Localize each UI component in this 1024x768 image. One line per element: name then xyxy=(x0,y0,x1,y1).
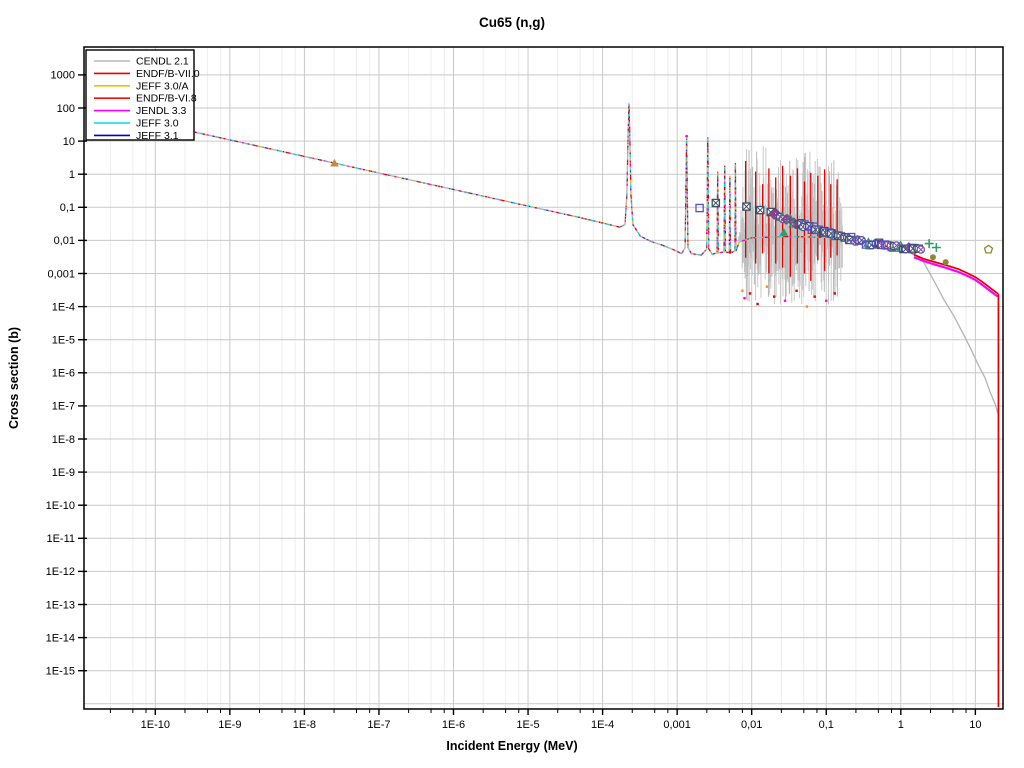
evaluation-dot xyxy=(813,295,816,298)
marker-square-open xyxy=(695,203,704,213)
legend-item-label: JENDL 3.3 xyxy=(136,105,187,117)
marker-triangle-filled xyxy=(779,228,789,236)
legend-item: ENDF/B-VII.0 xyxy=(94,68,200,80)
y-tick-label: 0,1 xyxy=(60,202,75,214)
y-tick-label: 1E-10 xyxy=(46,500,75,512)
y-tick-label: 0,01 xyxy=(54,235,75,247)
evaluation-dot xyxy=(772,295,776,298)
curve-cendl-tail xyxy=(917,256,1000,417)
y-tick-label: 1E-4 xyxy=(52,301,75,313)
legend-item-label: ENDF/B-VI.8 xyxy=(136,93,197,105)
x-tick-label: 1E-10 xyxy=(141,719,170,731)
curve-evaluation-dashes xyxy=(83,103,924,260)
evaluation-dot xyxy=(741,289,744,293)
marker-pentagon-open xyxy=(983,244,994,254)
y-tick-label: 1E-11 xyxy=(46,533,75,545)
curve-evaluation-dashes xyxy=(83,103,924,260)
marker-square-x-cross xyxy=(756,206,765,215)
marker-diamond-x xyxy=(768,209,780,220)
evaluation-dot xyxy=(765,285,769,288)
axis-tick-labels: 1E-10 1E-9 1E-8 1E-7 1E-6 1E-5 1E-4 0,001 0,01 0,… xyxy=(46,70,982,731)
y-tick-label: 1E-5 xyxy=(52,335,75,347)
curve-evaluation-dashes xyxy=(83,103,924,260)
evaluation-dot xyxy=(825,299,828,302)
page-title: Cu65 (n,g) xyxy=(479,15,545,30)
x-tick-label: 1E-9 xyxy=(218,719,241,731)
y-tick-label: 1000 xyxy=(51,70,75,82)
x-tick-label: 1E-7 xyxy=(367,719,390,731)
marker-square-x-cross xyxy=(742,202,751,211)
legend-item-label: JEFF 3.0/A xyxy=(136,80,189,92)
legend-item: ENDF/B-VI.8 xyxy=(94,93,197,105)
legend-item-label: ENDF/B-VII.0 xyxy=(136,68,200,80)
y-tick-label: 1E-15 xyxy=(46,666,75,678)
y-axis-title: Cross section (b) xyxy=(7,327,21,429)
legend-item: JEFF 3.0 xyxy=(94,118,179,130)
legend-item: JEFF 3.0/A xyxy=(94,80,189,92)
evaluation-dot xyxy=(833,292,836,295)
legend-item: JEFF 3.1 xyxy=(94,130,179,142)
x-tick-label: 1E-6 xyxy=(442,719,465,731)
y-tick-label: 1E-13 xyxy=(46,599,75,611)
x-tick-label: 0,001 xyxy=(663,719,691,731)
y-tick-label: 10 xyxy=(63,136,75,148)
y-tick-label: 1E-12 xyxy=(46,566,75,578)
curve-jendl-tail xyxy=(913,256,999,298)
y-tick-label: 1E-6 xyxy=(52,368,75,380)
y-tick-label: 100 xyxy=(57,103,75,115)
evaluation-dot xyxy=(795,289,798,293)
x-tick-label: 0,1 xyxy=(819,719,834,731)
x-tick-label: 1E-8 xyxy=(293,719,316,731)
legend-item: JENDL 3.3 xyxy=(94,105,187,117)
marker-circle-filled xyxy=(929,254,936,261)
marker-square-x-cross xyxy=(827,229,836,238)
curve-endf-tail xyxy=(913,253,999,295)
x-tick-label: 0,01 xyxy=(741,719,762,731)
marker-circle-x-cross xyxy=(893,242,900,249)
y-tick-label: 1E-7 xyxy=(52,401,75,413)
legend-item-label: JEFF 3.0 xyxy=(136,118,179,130)
marker-circle-x-cross xyxy=(858,237,865,244)
marker-plus xyxy=(924,239,934,249)
marker-circle-filled xyxy=(942,259,949,266)
x-axis-title: Incident Energy (MeV) xyxy=(446,739,577,753)
plot-border xyxy=(83,46,1004,710)
x-tick-label: 1E-4 xyxy=(591,719,614,731)
legend-box xyxy=(85,49,195,141)
y-tick-label: 1E-8 xyxy=(52,434,75,446)
x-tick-label: 1E-5 xyxy=(516,719,539,731)
evaluation-dot xyxy=(743,296,746,300)
legend-item: CENDL 2.1 xyxy=(94,56,189,68)
marker-diamond-x-cross xyxy=(782,214,792,224)
x-tick-label: 1 xyxy=(898,719,904,731)
legend: CENDL 2.1 ENDF/B-VII.0 JEFF 3.0/A ENDF/B… xyxy=(85,49,200,142)
axis-ticks xyxy=(78,74,977,715)
evaluation-dot xyxy=(805,305,809,308)
evaluation-dot xyxy=(756,302,759,306)
marker-triangle-filled xyxy=(330,158,339,167)
legend-item-label: CENDL 2.1 xyxy=(136,56,189,68)
marker-square-x-cross xyxy=(711,199,720,207)
legend-item-label: JEFF 3.1 xyxy=(136,130,179,142)
evaluation-dot xyxy=(783,299,787,302)
gridlines xyxy=(84,47,1003,709)
evaluation-dot xyxy=(748,292,752,295)
y-tick-label: 0,001 xyxy=(47,268,75,280)
marker-circle-x-cross xyxy=(917,246,924,253)
marker-plus xyxy=(931,243,941,253)
experimental-markers xyxy=(330,134,994,266)
x-tick-label: 10 xyxy=(969,719,981,731)
y-tick-label: 1E-14 xyxy=(46,632,75,644)
y-tick-label: 1E-9 xyxy=(52,467,75,479)
y-tick-label: 1 xyxy=(69,169,75,181)
marker-dot xyxy=(685,134,689,138)
